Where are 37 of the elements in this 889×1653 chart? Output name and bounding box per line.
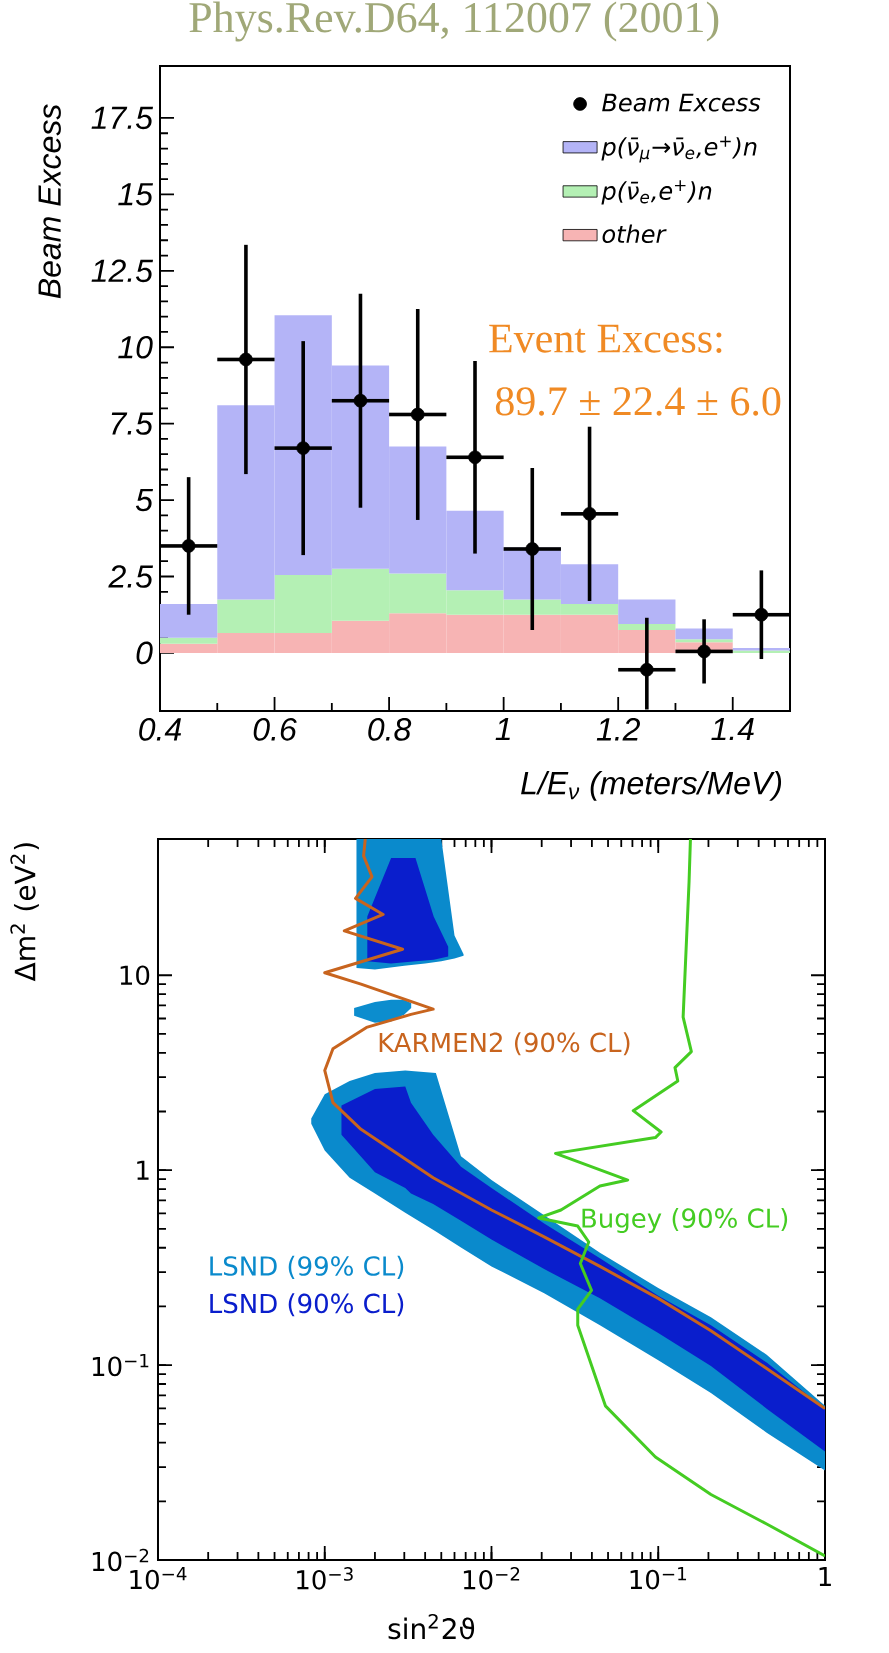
- y-tick-label: 2.5: [108, 565, 154, 588]
- y-tick-label: 10$^{−1}$: [92, 1353, 149, 1377]
- y-tick-label: 10: [120, 965, 150, 986]
- y-axis-title: Beam Excess: [38, 104, 61, 299]
- x-tick-label: 10$^{−4}$: [130, 1567, 187, 1590]
- legend-label: Beam Excess: [602, 93, 761, 112]
- y-tick-label: 17.5: [91, 106, 154, 130]
- x-tick-label: 1.4: [711, 718, 754, 741]
- series-label: Bugey (90% CL): [582, 1207, 788, 1233]
- x-tick-label: 1: [819, 1567, 831, 1587]
- x-tick-label: 1.2: [596, 718, 640, 741]
- y-axis-title: Δm$^{2}$ (eV$^{2}$): [10, 843, 39, 982]
- y-tick-label: 12.5: [91, 259, 154, 283]
- legend-label: p(ν̄$_{μ}$→ν̄$_{e}$,e$^{+}$)n: [601, 136, 757, 163]
- y-tick-label: 15: [118, 183, 154, 206]
- x-axis-title: sin$^{2}$2ϑ: [388, 1613, 475, 1640]
- x-tick-label: 0.8: [368, 718, 412, 741]
- y-tick-label: 7.5: [111, 412, 154, 435]
- y-tick-label: 10: [118, 335, 153, 359]
- x-tick-label: 10$^{−2}$: [463, 1567, 520, 1590]
- x-tick-label: 1: [495, 718, 510, 741]
- x-tick-label: 10$^{−3}$: [297, 1567, 353, 1590]
- annotation: Event Excess:: [489, 324, 722, 353]
- legend-label: LSND (90% CL): [210, 1293, 404, 1317]
- chart-title: Phys.Rev.D64, 112007 (2001): [189, 1, 719, 42]
- x-tick-label: 10$^{−1}$: [630, 1567, 687, 1590]
- x-tick-label: 0.6: [253, 718, 297, 741]
- x-tick-label: 0.4: [139, 718, 182, 741]
- y-tick-label: 5: [135, 488, 154, 512]
- legend-label: LSND (99% CL): [210, 1255, 404, 1279]
- annotation: 89.7 ± 22.4 ± 6.0: [495, 387, 781, 416]
- y-tick-label: 1: [137, 1160, 149, 1180]
- y-tick-label: 0: [136, 641, 153, 665]
- series-label: KARMEN2 (90% CL): [379, 1032, 630, 1056]
- legend-label: p(ν̄$_{e}$,e$^{+}$)n: [601, 180, 712, 205]
- legend-label: other: [602, 224, 667, 244]
- x-axis-title: L/E$_{ν}$ (meters/MeV): [521, 770, 782, 801]
